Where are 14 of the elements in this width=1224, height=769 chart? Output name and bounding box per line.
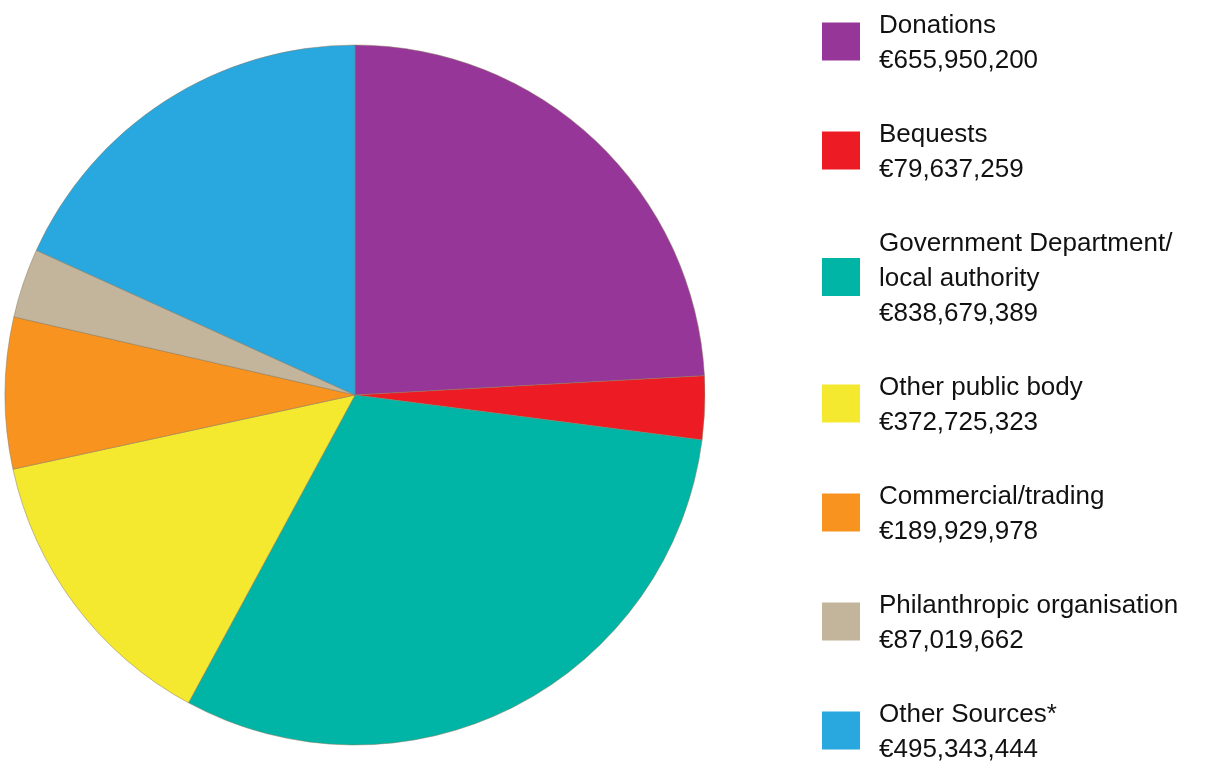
legend-label: Other Sources* xyxy=(879,698,1057,728)
data-label: €655,950,200 xyxy=(879,44,1039,74)
legend-label: Donations xyxy=(879,9,997,39)
data-label: €87,019,662 xyxy=(879,624,1024,654)
legend-label: Government Department/ local authority xyxy=(879,227,1174,292)
legend-label: Commercial/trading xyxy=(879,480,1105,510)
data-label: €372,725,323 xyxy=(879,406,1039,436)
legend-label: Philanthropic organisation xyxy=(879,589,1179,619)
legend-label: Other public body xyxy=(879,371,1083,401)
data-label: €495,343,444 xyxy=(879,733,1039,763)
data-label: €189,929,978 xyxy=(879,515,1039,545)
legend-label: Bequests xyxy=(879,118,988,148)
data-label: €838,679,389 xyxy=(879,297,1039,327)
data-label: €79,637,259 xyxy=(879,153,1024,183)
